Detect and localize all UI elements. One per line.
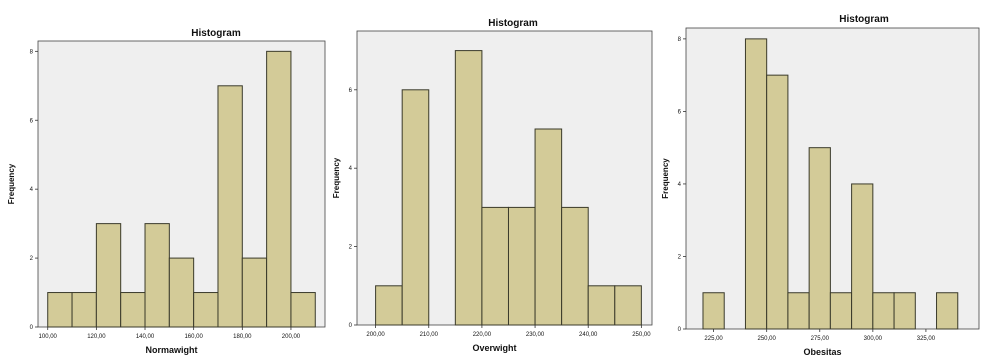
y-axis-label: Frequency bbox=[661, 158, 670, 199]
histogram-bar bbox=[851, 183, 874, 330]
y-tick-label: 6 bbox=[30, 118, 34, 124]
x-tick-label: 325,00 bbox=[917, 336, 936, 342]
histogram-bar bbox=[290, 292, 316, 328]
x-tick-label: 300,00 bbox=[864, 336, 883, 342]
x-axis-label: Obesitas bbox=[803, 347, 841, 357]
y-tick-label: 8 bbox=[30, 49, 34, 55]
histogram-bar bbox=[71, 292, 97, 328]
histogram-bar bbox=[587, 285, 616, 326]
x-axis-label: Overwight bbox=[472, 343, 516, 353]
y-tick-label: 6 bbox=[678, 109, 682, 115]
y-tick-label: 2 bbox=[30, 256, 34, 262]
chart-title: Histogram bbox=[839, 14, 889, 25]
x-tick-label: 250,00 bbox=[758, 336, 777, 342]
chart-title: Histogram bbox=[191, 28, 241, 39]
y-tick-label: 6 bbox=[349, 88, 353, 94]
histogram-bar bbox=[481, 206, 509, 326]
histogram-bar bbox=[808, 147, 831, 330]
histogram-bar bbox=[534, 128, 563, 326]
histogram-bar bbox=[47, 292, 73, 328]
chart-title: Histogram bbox=[488, 18, 538, 29]
histogram-bar bbox=[144, 223, 170, 328]
x-tick-label: 275,00 bbox=[811, 336, 830, 342]
histogram-bar bbox=[193, 292, 219, 328]
histogram-bar bbox=[561, 206, 589, 326]
y-tick-label: 4 bbox=[349, 166, 353, 172]
histogram-bar bbox=[217, 85, 243, 328]
x-axis-label: Normawight bbox=[145, 345, 197, 355]
y-tick-label: 2 bbox=[678, 254, 682, 260]
x-tick-label: 220,00 bbox=[473, 332, 492, 338]
x-tick-label: 230,00 bbox=[526, 332, 545, 338]
histogram-panel-1: 100,00 120,00 140,00 160,00 180,00 200,00 0 2 4 6… bbox=[7, 28, 326, 355]
histogram-panel-2: 200,00 210,00 220,00 230,00 240,00 250,00 0 2 4 6… bbox=[332, 18, 653, 353]
y-tick-label: 0 bbox=[30, 325, 34, 331]
x-tick-label: 200,00 bbox=[282, 334, 301, 340]
histogram-bar bbox=[95, 223, 122, 328]
y-tick-label: 0 bbox=[678, 327, 682, 333]
histogram-bar bbox=[936, 292, 959, 330]
x-tick-label: 120,00 bbox=[87, 334, 106, 340]
histogram-bar bbox=[766, 74, 789, 330]
y-tick-label: 0 bbox=[349, 323, 353, 329]
x-tick-label: 240,00 bbox=[579, 332, 598, 338]
plot-area bbox=[685, 27, 980, 330]
x-tick-label: 160,00 bbox=[184, 334, 203, 340]
y-axis-label: Frequency bbox=[7, 163, 16, 204]
x-tick-label: 140,00 bbox=[136, 334, 155, 340]
y-tick-label: 4 bbox=[678, 182, 682, 188]
histogram-panel-3: 225,00 250,00 275,00 300,00 325,00 0 2 4 6 8 Histo… bbox=[661, 14, 980, 357]
x-tick-label: 250,00 bbox=[632, 332, 651, 338]
histogram-bar bbox=[614, 285, 642, 326]
histogram-bar bbox=[241, 257, 268, 328]
histogram-bar bbox=[829, 292, 853, 330]
histogram-bar bbox=[168, 257, 195, 328]
histogram-bar bbox=[787, 292, 810, 330]
y-tick-label: 4 bbox=[30, 187, 34, 193]
histogram-bar bbox=[702, 292, 725, 330]
histogram-bar bbox=[507, 206, 536, 326]
histogram-bar bbox=[375, 285, 403, 326]
histogram-bar bbox=[893, 292, 916, 330]
y-tick-label: 2 bbox=[349, 245, 353, 251]
x-tick-label: 180,00 bbox=[233, 334, 252, 340]
x-tick-label: 200,00 bbox=[366, 332, 385, 338]
x-tick-label: 100,00 bbox=[39, 334, 58, 340]
histogram-bar bbox=[266, 50, 292, 328]
histogram-bar bbox=[454, 50, 483, 326]
histogram-bar bbox=[872, 292, 895, 330]
y-tick-label: 8 bbox=[678, 37, 682, 43]
histogram-bar bbox=[120, 292, 146, 328]
histogram-bar bbox=[744, 38, 768, 330]
y-axis-label: Frequency bbox=[332, 157, 341, 198]
x-tick-label: 225,00 bbox=[704, 336, 723, 342]
x-tick-label: 210,00 bbox=[420, 332, 439, 338]
histogram-bar bbox=[401, 89, 430, 326]
